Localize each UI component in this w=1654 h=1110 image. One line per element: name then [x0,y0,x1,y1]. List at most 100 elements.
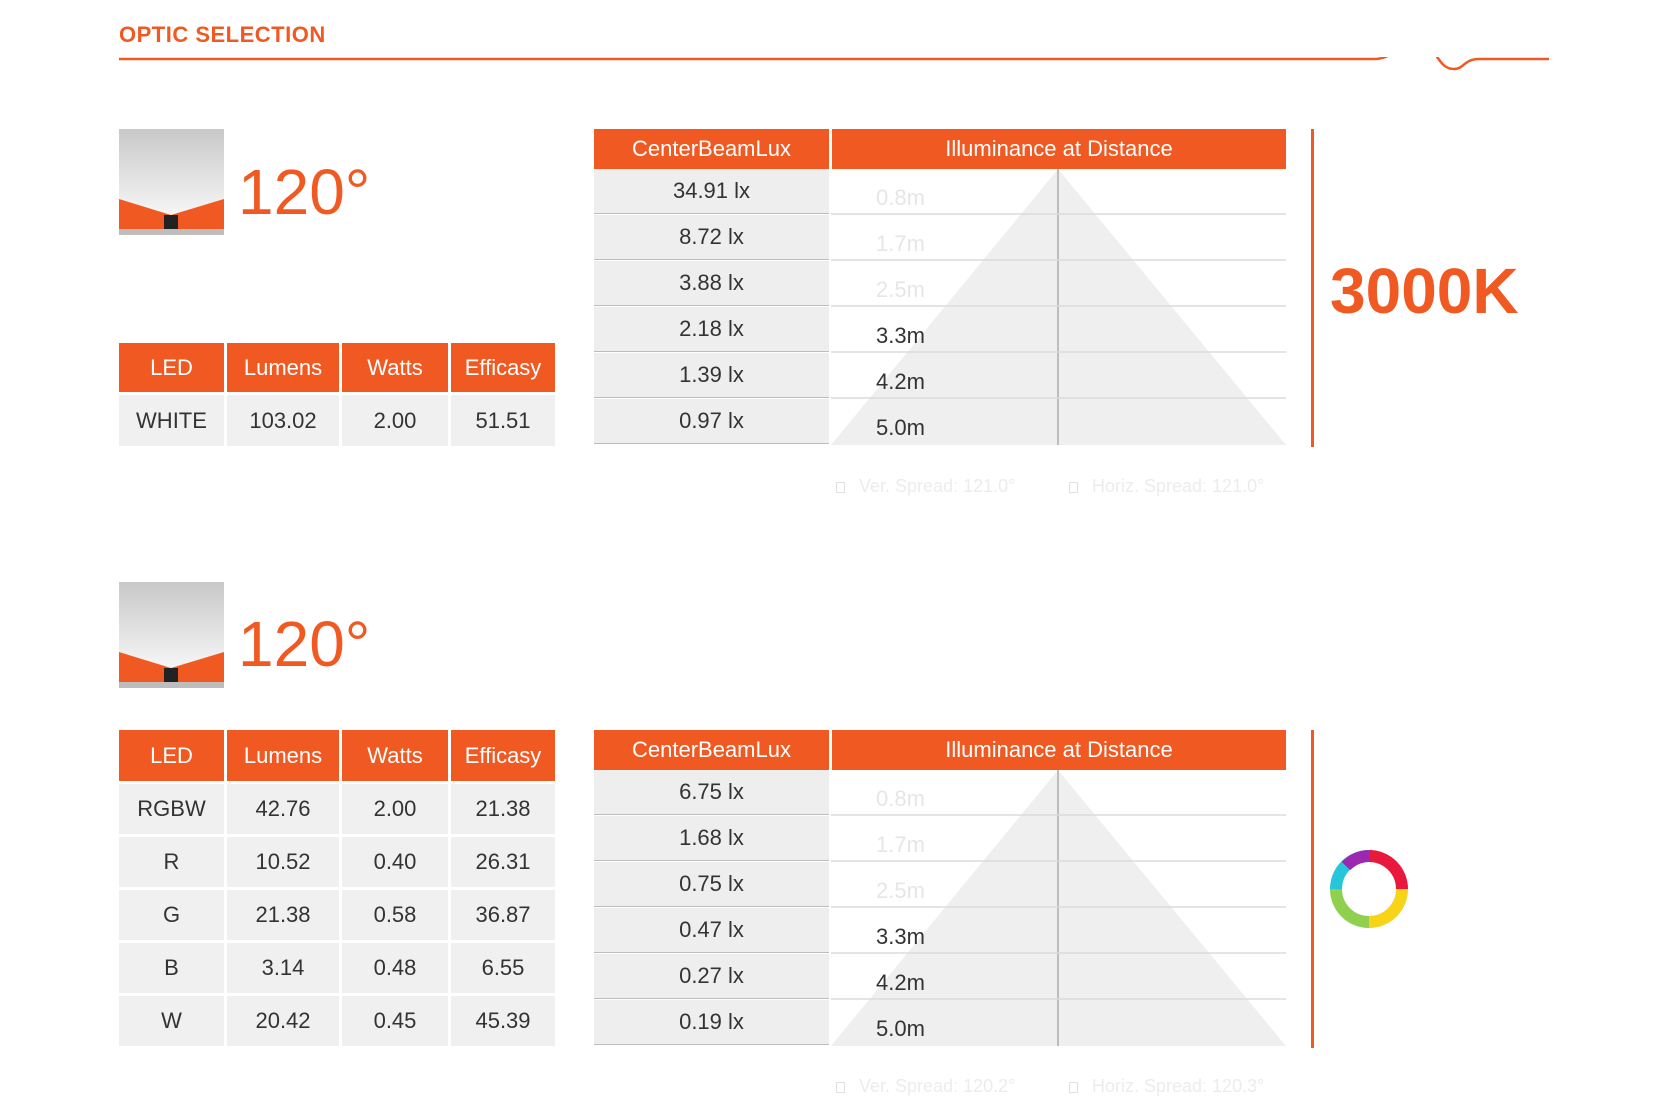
lux-value: 6.75 lx [594,770,829,815]
header-led: LED [119,730,224,781]
lux-value: 8.72 lx [594,215,829,260]
cell-watts: 0.58 [342,890,448,940]
vertical-spread: Ver. Spread: 120.2° [836,1076,1015,1097]
cell-led: R [119,837,224,887]
header-divider [119,57,1549,71]
legend-square-icon [1069,1081,1078,1093]
lux-value: 0.97 lx [594,399,829,444]
lux-value: 1.68 lx [594,816,829,861]
distance-label: 1.7m [876,832,925,857]
color-temperature: 3000K [1330,255,1519,327]
cell-led: WHITE [119,395,224,446]
header-lumens: Lumens [227,343,339,392]
horizontal-spread: Horiz. Spread: 121.0° [1069,476,1264,497]
section-divider [1311,730,1314,1048]
header-illuminance-distance: Illuminance at Distance [832,730,1286,770]
table-row: B 3.14 0.48 6.55 [119,943,555,993]
distance-label: 2.5m [876,878,925,903]
distance-label: 3.3m [876,924,925,949]
lux-value: 3.88 lx [594,261,829,306]
cell-efficasy: 51.51 [451,395,555,446]
header-efficasy: Efficasy [451,730,555,781]
beam-angle: 120° [238,608,371,680]
beam-cone [831,770,1286,1046]
lux-value: 0.27 lx [594,954,829,999]
cell-led: W [119,996,224,1046]
section-divider [1311,129,1314,447]
cell-lumens: 10.52 [227,837,339,887]
cell-watts: 0.40 [342,837,448,887]
table-row: R 10.52 0.40 26.31 [119,837,555,887]
legend-square-icon [836,1081,845,1093]
cell-efficasy: 21.38 [451,784,555,834]
table-row: RGBW 42.76 2.00 21.38 [119,784,555,834]
table-row: W 20.42 0.45 45.39 [119,996,555,1046]
rgb-color-wheel-icon [1330,850,1408,928]
cell-efficasy: 36.87 [451,890,555,940]
header-led: LED [119,343,224,392]
beam-diagram [831,770,1286,1046]
table-row: WHITE 103.02 2.00 51.51 [119,395,555,446]
cell-efficasy: 45.39 [451,996,555,1046]
cell-watts: 2.00 [342,784,448,834]
beam-cone [831,169,1286,445]
page-title: OPTIC SELECTION [119,22,326,47]
cell-led: G [119,890,224,940]
header-watts: Watts [342,343,448,392]
lux-value: 0.75 lx [594,862,829,907]
lux-value: 0.47 lx [594,908,829,953]
header-illuminance-distance: Illuminance at Distance [832,129,1286,169]
distance-label: 0.8m [876,786,925,811]
beam-diagram [831,169,1286,445]
distance-label: 5.0m [876,1016,925,1041]
lux-value: 2.18 lx [594,307,829,352]
distance-label: 2.5m [876,277,925,302]
distance-label: 0.8m [876,185,925,210]
vertical-spread: Ver. Spread: 121.0° [836,476,1015,497]
lux-value: 1.39 lx [594,353,829,398]
cell-led: RGBW [119,784,224,834]
legend-square-icon [1069,481,1078,493]
horizontal-spread: Horiz. Spread: 120.3° [1069,1076,1264,1097]
illuminance-header: CenterBeamLux Illuminance at Distance [594,730,1286,770]
vertical-spread-label: Ver. Spread: 120.2° [859,1076,1016,1096]
distance-label: 5.0m [876,415,925,440]
distance-label: 3.3m [876,323,925,348]
table-header-row: LED Lumens Watts Efficasy [119,730,555,781]
header-centerbeamlux: CenterBeamLux [594,730,829,770]
table-row: G 21.38 0.58 36.87 [119,890,555,940]
distance-label: 4.2m [876,369,925,394]
led-spec-table: LED Lumens Watts Efficasy WHITE 103.02 2… [116,340,558,449]
header-watts: Watts [342,730,448,781]
horizontal-spread-label: Horiz. Spread: 120.3° [1092,1076,1265,1096]
lux-value: 34.91 lx [594,169,829,214]
legend-square-icon [836,481,845,493]
cell-lumens: 3.14 [227,943,339,993]
cell-lumens: 103.02 [227,395,339,446]
header-efficasy: Efficasy [451,343,555,392]
lux-values-column: 6.75 lx 1.68 lx 0.75 lx 0.47 lx 0.27 lx … [594,770,829,1046]
optic-beam-icon [119,582,224,688]
distance-label: 1.7m [876,231,925,256]
illuminance-table: CenterBeamLux Illuminance at Distance 6.… [594,730,1286,1046]
vertical-spread-label: Ver. Spread: 121.0° [859,476,1016,496]
cell-led: B [119,943,224,993]
cell-watts: 0.45 [342,996,448,1046]
cell-lumens: 21.38 [227,890,339,940]
cell-watts: 2.00 [342,395,448,446]
cell-lumens: 20.42 [227,996,339,1046]
header-lumens: Lumens [227,730,339,781]
illuminance-header: CenterBeamLux Illuminance at Distance [594,129,1286,169]
beam-angle: 120° [238,156,371,228]
distance-label: 4.2m [876,970,925,995]
illuminance-table: CenterBeamLux Illuminance at Distance 34… [594,129,1286,445]
cell-watts: 0.48 [342,943,448,993]
lux-value: 0.19 lx [594,1000,829,1045]
optic-beam-icon [119,129,224,235]
led-spec-table: LED Lumens Watts Efficasy RGBW 42.76 2.0… [116,727,558,1049]
cell-efficasy: 6.55 [451,943,555,993]
table-header-row: LED Lumens Watts Efficasy [119,343,555,392]
cell-efficasy: 26.31 [451,837,555,887]
horizontal-spread-label: Horiz. Spread: 121.0° [1092,476,1265,496]
header-centerbeamlux: CenterBeamLux [594,129,829,169]
